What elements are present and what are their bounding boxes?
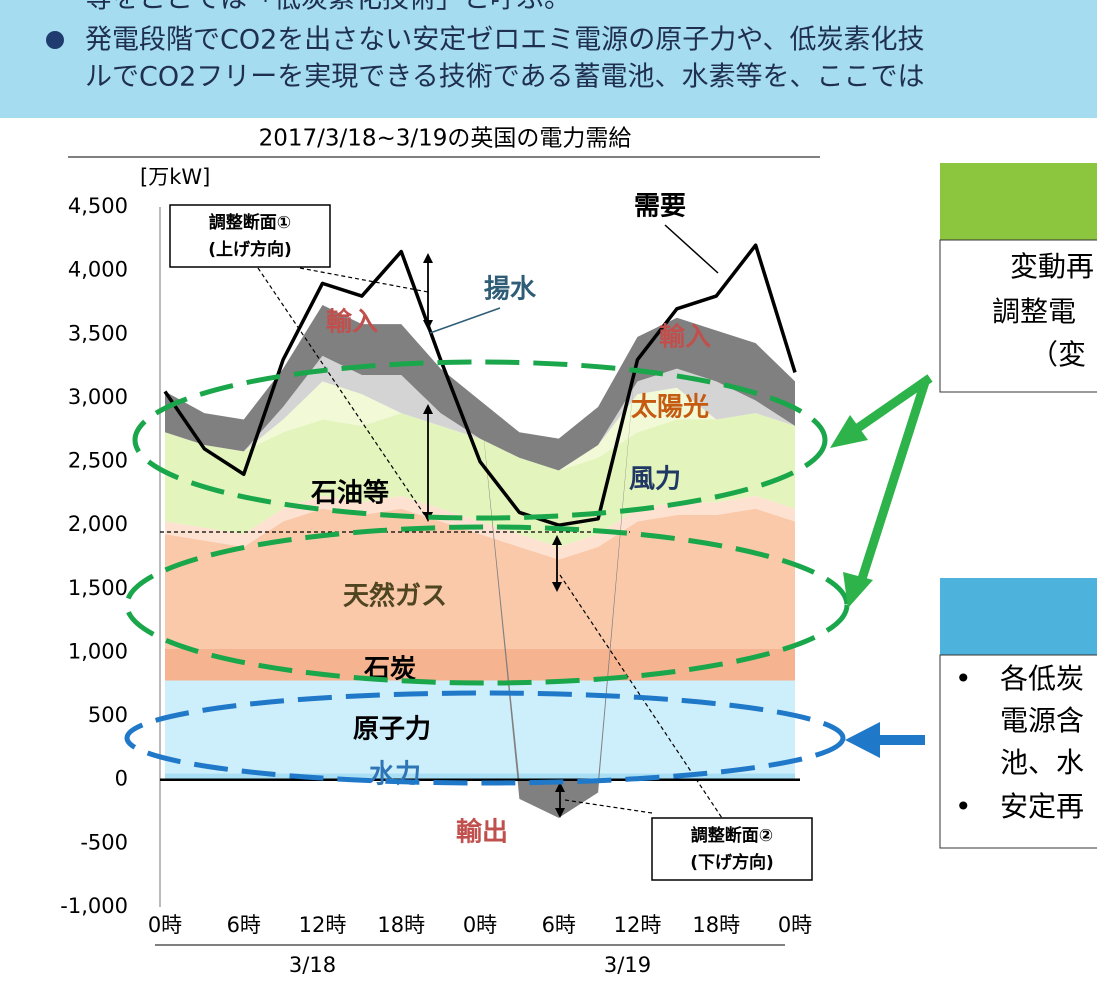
panel-header (940, 578, 1097, 655)
demand-label: 需要 (634, 192, 686, 222)
annotation-text: 調整断面① (209, 212, 291, 233)
series-label: 輸出 (456, 817, 508, 848)
demand-line (163, 243, 797, 527)
x-tick-label: 12時 (614, 913, 662, 937)
y-tick-label: 2,500 (68, 449, 128, 473)
leader-line (429, 307, 501, 334)
panel (939, 654, 1097, 849)
area-layer (165, 355, 795, 471)
y-tick-label: 4,000 (68, 258, 128, 282)
panel-text: 変動再 (1010, 250, 1094, 283)
annotation-text: (下げ方向) (690, 852, 774, 873)
x-group-label: 3/19 (604, 953, 651, 977)
area-layer (165, 680, 795, 774)
arrow-head (423, 320, 433, 330)
area-layer (165, 413, 795, 547)
green-arrows (830, 374, 933, 608)
y-tick-label: 1,000 (68, 639, 128, 663)
arrow-head (552, 535, 562, 545)
panel-bullet: • (955, 662, 972, 695)
guide-line (257, 267, 429, 521)
panel-text: 電源含 (1000, 704, 1084, 737)
plot: -1,000 -500 0 500 1,000 1,500 2,000 2,500 3,000 3… (60, 192, 813, 977)
y-tick-label: 2,000 (68, 512, 128, 536)
y-tick-label: 3,500 (68, 321, 128, 345)
series-label: 天然ガス (343, 581, 447, 612)
series-label: 原子力 (353, 715, 431, 745)
series-label: 石油等 (310, 478, 389, 509)
y-tick-label: -1,000 (60, 894, 128, 918)
arrow-head (423, 512, 433, 522)
series-label: 揚水 (484, 275, 537, 305)
y-axis-label: [万kW] (140, 165, 210, 189)
highlight-ellipse (124, 524, 850, 686)
bullet (46, 31, 64, 49)
arrow-head (423, 253, 433, 263)
y-tick-label: 1,500 (68, 576, 128, 600)
y-tick-label: -500 (80, 830, 128, 854)
x-tick-label: 0時 (463, 913, 497, 937)
x-tick-label: 18時 (377, 913, 425, 937)
arrow-head (555, 808, 565, 818)
y-tick-label: 0 (115, 767, 128, 791)
panel-header (940, 163, 1097, 240)
area-layer (165, 305, 795, 471)
panel-text: （変 (1030, 338, 1086, 371)
annotation-box (169, 204, 331, 268)
banner-line: ルでCO2フリーを実現できる技術である蓄電池、水素等を、ここでは (85, 62, 924, 93)
x-tick-label: 6時 (542, 913, 576, 937)
series-label: 輸入 (659, 322, 711, 353)
panel (939, 239, 1097, 393)
x-tick-label: 6時 (227, 913, 261, 937)
panel-text: 各低炭 (1000, 662, 1084, 695)
series-label: 輸入 (326, 307, 378, 338)
x-tick-label: 18時 (692, 913, 740, 937)
panel-bullet: • (955, 790, 972, 823)
area-layer (165, 508, 795, 649)
chart-title: 2017/3/18~3/19の英国の電力需給 (259, 126, 632, 152)
series-label: 水力 (369, 760, 421, 790)
banner-line: 等をここでは「低炭素化技術」と呼ぶ。 (85, 0, 571, 15)
highlight-ellipse (124, 690, 846, 786)
guide-line (299, 267, 429, 293)
x-tick-label: 0時 (148, 913, 182, 937)
panel-text: 安定再 (1000, 790, 1084, 823)
annotation-box (651, 817, 813, 881)
arrow-head (555, 782, 565, 792)
x-tick-label: 12時 (299, 913, 347, 937)
x-tick-label: 0時 (778, 913, 812, 937)
panel-text: 調整電 (992, 295, 1076, 328)
x-group-label: 3/18 (289, 953, 336, 977)
y-tick-label: 3,000 (68, 385, 128, 409)
arrow-head (423, 404, 433, 414)
guide-line (564, 799, 653, 814)
banner (0, 0, 1097, 118)
blue-arrow (845, 722, 925, 758)
y-tick-label: 500 (88, 703, 128, 727)
highlight-ellipse (132, 359, 828, 521)
annotation-text: (上げ方向) (208, 239, 292, 260)
annotation-text: 調整断面② (691, 825, 773, 846)
series-label: 風力 (629, 465, 681, 495)
series-label: 太陽光 (631, 393, 709, 423)
banner-line: 発電段階でCO2を出さない安定ゼロエミ電源の原子力や、低炭素化技 (85, 25, 924, 56)
panel-text: 池、水 (1000, 746, 1084, 779)
area-layer (165, 381, 795, 471)
arrow-head (552, 582, 562, 592)
leader-line (664, 224, 719, 274)
y-tick-label: 4,500 (68, 194, 128, 218)
